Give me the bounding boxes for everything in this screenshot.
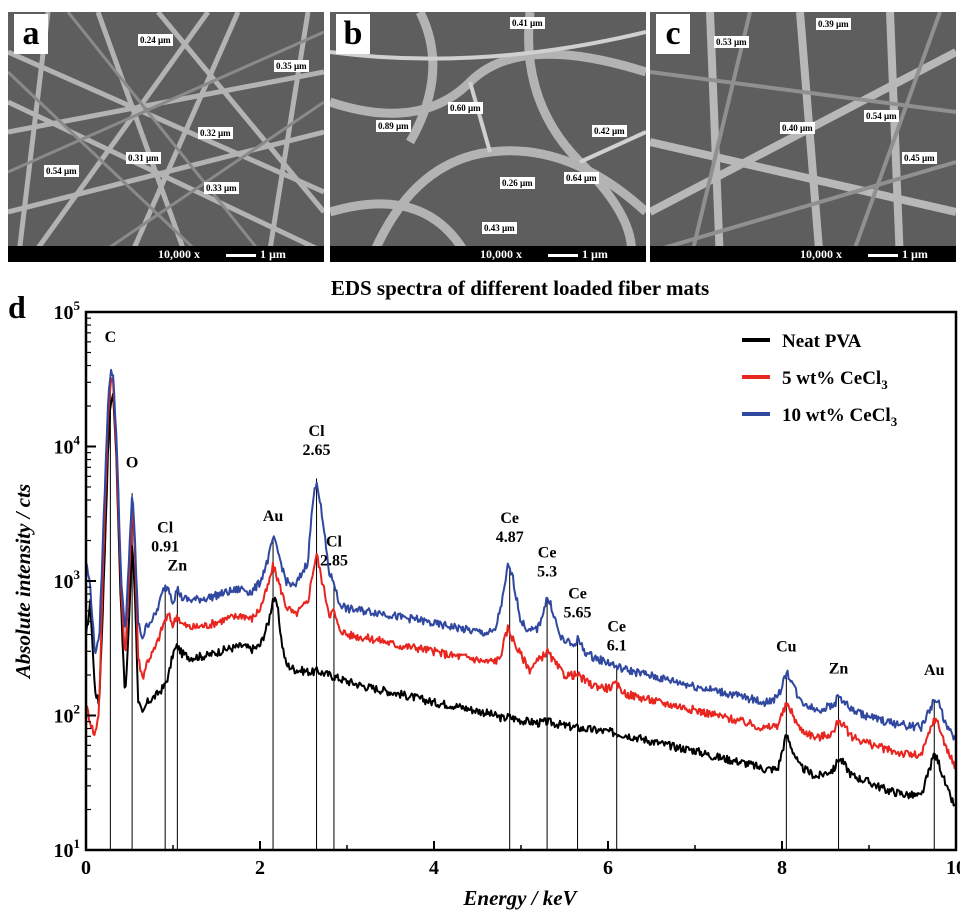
x-tick-label: 10 [946, 857, 960, 879]
sem-panel-b: b 0.41 µm 0.60 µm 0.89 µm 0.42 µm 0.64 µ… [330, 12, 646, 262]
fiber-diameter-label: 0.43 µm [482, 222, 517, 234]
x-tick-label: 8 [777, 857, 787, 879]
fiber-diameter-label: 0.24 µm [138, 34, 173, 46]
panel-letter-d: d [8, 289, 26, 325]
peak-label: Ce 5.3 [537, 544, 557, 580]
sem-info-bar: 10,000 x 1 µm [8, 246, 324, 262]
fiber-diameter-label: 0.33 µm [204, 182, 239, 194]
peak-label: Zn [829, 661, 849, 678]
series-line [85, 377, 957, 770]
fiber-diameter-label: 0.41 µm [510, 17, 545, 29]
peak-label: Ce 6.1 [607, 619, 627, 655]
peak-label: Cl 0.91 [151, 519, 179, 555]
fiber-diameter-label: 0.32 µm [198, 127, 233, 139]
sem-fiber-image [330, 12, 646, 262]
y-axis-label: Absolute intensity / cts [11, 484, 35, 680]
peak-label: Zn [168, 557, 188, 574]
peak-label: Ce 4.87 [496, 510, 524, 546]
scale-bar-label: 1 µm [548, 246, 608, 262]
peak-label: Au [924, 662, 945, 679]
fiber-diameter-label: 0.53 µm [714, 36, 749, 48]
eds-spectra-chart: EDS spectra of different loaded fiber ma… [8, 276, 960, 910]
peak-label: C [105, 329, 117, 346]
y-tick-label: 104 [54, 433, 81, 459]
panel-letter-a: a [14, 14, 48, 54]
scale-bar-label: 1 µm [226, 246, 286, 262]
y-tick-label: 102 [54, 702, 81, 728]
sem-fiber-image [650, 12, 956, 262]
annotation-layer: C O Cl 0.91 Zn Au Cl 2.65 Cl 2.85 Ce 4.87 Ce 5.3 Ce 5.6… [105, 329, 945, 679]
peak-lines [109, 373, 935, 850]
legend-label: 5 wt% CeCl3 [782, 368, 888, 392]
sem-fiber-image [8, 12, 324, 262]
y-tick-label: 103 [54, 567, 81, 593]
x-tick-label: 2 [255, 857, 265, 879]
peak-label: Cl 2.65 [303, 423, 331, 459]
sem-info-bar: 10,000 x 1 µm [330, 246, 646, 262]
fiber-diameter-label: 0.40 µm [780, 122, 815, 134]
legend-label: 10 wt% CeCl3 [782, 405, 898, 429]
fiber-diameter-label: 0.45 µm [902, 152, 937, 164]
scale-bar-label: 1 µm [868, 246, 928, 262]
plot-frame [84, 310, 958, 852]
sem-panel-c: c 0.53 µm 0.39 µm 0.40 µm 0.54 µm 0.45 µ… [650, 12, 956, 262]
fiber-diameter-label: 0.42 µm [592, 125, 627, 137]
panel-letter-c: c [656, 14, 690, 54]
x-axis-label: Energy / keV [462, 886, 578, 910]
fiber-diameter-label: 0.39 µm [816, 18, 851, 30]
y-tick-label: 101 [54, 836, 81, 862]
y-axis: 101 102 103 104 105 [54, 298, 96, 862]
fiber-diameter-label: 0.35 µm [274, 60, 309, 72]
fiber-diameter-label: 0.89 µm [376, 120, 411, 132]
legend: Neat PVA 5 wt% CeCl3 10 wt% CeCl3 [742, 331, 898, 429]
peak-label: Cu [776, 638, 797, 655]
x-tick-label: 6 [603, 857, 613, 879]
y-tick-label: 105 [54, 298, 81, 324]
chart-title: EDS spectra of different loaded fiber ma… [331, 276, 709, 300]
fiber-diameter-label: 0.26 µm [500, 177, 535, 189]
peak-label: Cl 2.85 [320, 534, 348, 570]
magnification-label: 10,000 x [800, 247, 842, 261]
magnification-label: 10,000 x [158, 247, 200, 261]
fiber-diameter-label: 0.31 µm [126, 152, 161, 164]
fiber-diameter-label: 0.54 µm [864, 110, 899, 122]
series-layer [85, 368, 957, 807]
x-axis: 0 2 4 6 8 10 [81, 841, 960, 879]
sem-panel-a: a 0.24 µm 0.35 µm 0.32 µm 0.31 µm 0.54 µ… [8, 12, 324, 262]
peak-label: O [126, 454, 138, 471]
series-line [85, 368, 957, 741]
x-tick-label: 4 [429, 857, 439, 879]
panel-letter-b: b [336, 14, 370, 54]
x-tick-label: 0 [81, 857, 91, 879]
peak-label: Au [263, 508, 284, 525]
fiber-diameter-label: 0.64 µm [564, 172, 599, 184]
series-line [85, 392, 957, 807]
legend-label: Neat PVA [782, 331, 862, 352]
fiber-diameter-label: 0.60 µm [448, 102, 483, 114]
peak-label: Ce 5.65 [564, 586, 592, 622]
sem-info-bar: 10,000 x 1 µm [650, 246, 956, 262]
magnification-label: 10,000 x [480, 247, 522, 261]
fiber-diameter-label: 0.54 µm [44, 165, 79, 177]
